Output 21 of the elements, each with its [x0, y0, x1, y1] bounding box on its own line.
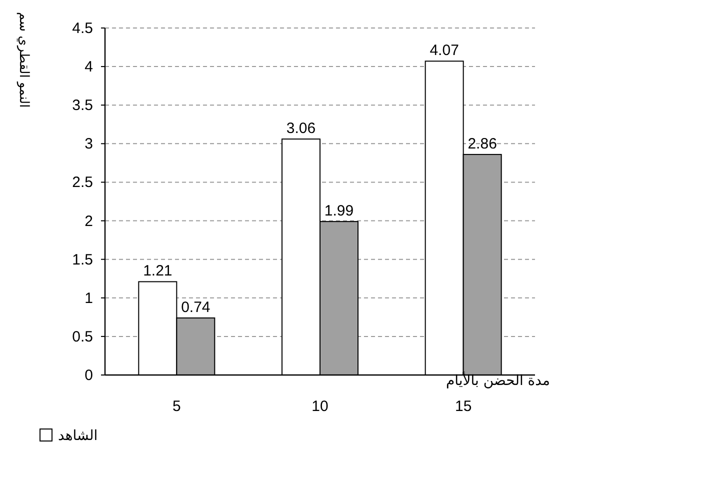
data-label: 1.99	[324, 202, 354, 220]
legend-label: الشاهد	[58, 428, 98, 444]
x-tick-label: 10	[312, 398, 328, 415]
y-tick-label: 0.5	[72, 328, 93, 346]
y-tick-label: 3	[84, 136, 93, 153]
data-label: 3.06	[286, 120, 316, 138]
x-tick-label: 15	[454, 398, 472, 415]
data-label: 0.74	[181, 298, 210, 316]
y-tick-label: 2	[84, 212, 93, 230]
data-label: 2.86	[468, 135, 497, 152]
y-tick-label: 0	[84, 367, 93, 384]
y-tick-label: 4	[84, 58, 93, 76]
data-label: 1.21	[143, 262, 172, 280]
y-axis-title: النمو القطري سم	[16, 12, 31, 108]
y-tick-label: 3.5	[72, 97, 93, 114]
y-tick-label: 4.5	[72, 20, 93, 37]
x-tick-label: 5	[172, 398, 181, 415]
y-tick-label: 2.5	[72, 174, 93, 192]
y-tick-label: 1	[84, 290, 93, 307]
y-tick-label: 1.5	[72, 251, 93, 268]
data-label: 4.07	[430, 42, 459, 60]
